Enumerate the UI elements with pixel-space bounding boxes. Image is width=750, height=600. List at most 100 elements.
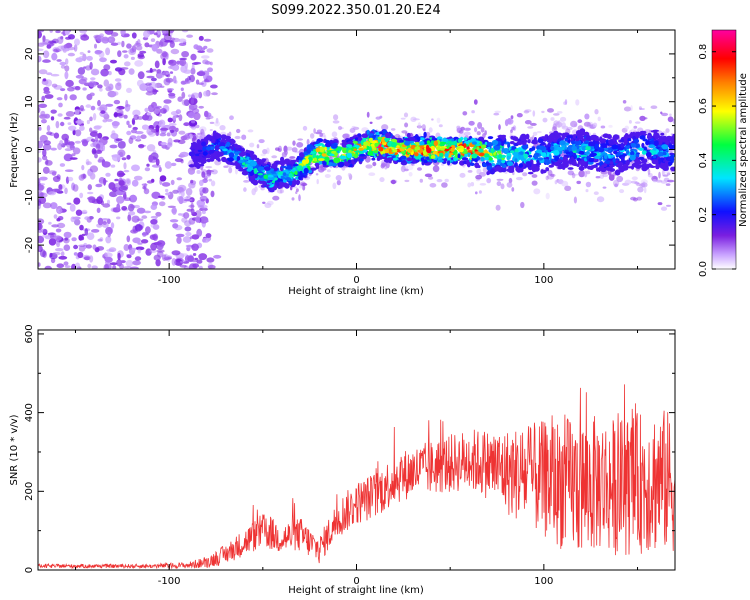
ridge-blob <box>662 135 668 140</box>
noise-blob <box>203 90 210 97</box>
noise-blob <box>78 55 88 60</box>
halo-blob <box>661 112 669 117</box>
ridge-blob <box>537 157 544 161</box>
noise-blob <box>213 254 222 259</box>
ridge-blob <box>471 153 478 159</box>
ridge-blob <box>457 148 464 153</box>
noise-blob <box>50 234 55 240</box>
halo-blob <box>290 186 293 191</box>
noise-blob <box>84 228 89 236</box>
ridge-blob <box>268 189 275 193</box>
halo-blob <box>474 127 478 133</box>
noise-blob <box>74 86 81 91</box>
noise-blob <box>72 129 76 136</box>
noise-blob <box>195 216 200 223</box>
noise-blob <box>55 120 60 129</box>
noise-blob <box>57 113 63 117</box>
noise-blob <box>94 134 99 142</box>
noise-blob <box>88 80 97 88</box>
ridge-blob <box>441 138 449 143</box>
noise-blob <box>138 144 145 149</box>
noise-blob <box>50 73 60 77</box>
ridge-blob <box>280 160 285 167</box>
noise-blob <box>99 57 107 63</box>
halo-blob <box>256 144 260 149</box>
ridge-blob <box>217 152 222 156</box>
ridge-blob <box>571 145 577 151</box>
ridge-blob <box>507 142 511 149</box>
halo-blob <box>316 129 323 133</box>
noise-blob <box>182 134 191 141</box>
noise-blob <box>106 199 111 205</box>
ridge-blob <box>486 171 490 176</box>
ridge-blob <box>536 149 542 153</box>
ridge-blob <box>653 132 660 138</box>
noise-blob <box>103 177 107 186</box>
noise-blob <box>152 88 158 95</box>
halo-blob <box>550 173 555 177</box>
halo-blob <box>636 196 642 201</box>
halo-blob <box>496 178 504 181</box>
halo-blob <box>234 135 241 140</box>
halo-blob <box>506 118 514 125</box>
halo-blob <box>665 128 670 134</box>
ridge-blob <box>520 136 527 142</box>
noise-blob <box>38 200 42 206</box>
noise-blob <box>198 35 204 41</box>
ridge-blob <box>585 135 591 141</box>
noise-blob <box>56 218 61 222</box>
halo-blob <box>622 100 627 104</box>
noise-blob <box>171 250 181 256</box>
noise-blob <box>176 236 182 244</box>
noise-blob <box>136 116 144 120</box>
ridge-blob <box>610 154 615 158</box>
halo-blob <box>640 182 648 188</box>
noise-blob <box>139 50 147 54</box>
noise-blob <box>88 195 95 203</box>
ridge-blob <box>611 144 619 150</box>
halo-blob <box>578 170 586 178</box>
noise-blob <box>142 185 146 190</box>
snr-series-line <box>38 384 675 570</box>
noise-blob <box>123 266 132 269</box>
noise-blob <box>111 121 120 127</box>
noise-blob <box>126 87 132 93</box>
noise-blob <box>121 157 127 161</box>
ridge-blob <box>420 157 425 162</box>
ridge-blob <box>202 151 208 156</box>
noise-blob <box>85 104 92 108</box>
ridge-blob <box>657 158 662 165</box>
halo-blob <box>379 177 385 183</box>
ridge-blob <box>527 154 533 158</box>
halo-blob <box>417 167 422 171</box>
noise-blob <box>65 111 75 117</box>
halo-blob <box>463 131 471 136</box>
ridge-blob <box>454 153 459 159</box>
noise-blob <box>81 164 85 171</box>
ridge-blob <box>206 146 211 151</box>
ridge-blob <box>641 142 645 149</box>
halo-blob <box>480 127 485 133</box>
noise-blob <box>168 59 177 66</box>
noise-blob <box>104 256 113 263</box>
noise-blob <box>89 165 99 173</box>
ridge-blob <box>506 168 510 172</box>
noise-blob <box>171 65 180 71</box>
ridge-blob <box>245 152 249 156</box>
ridge-blob <box>630 142 637 148</box>
noise-blob <box>210 190 215 198</box>
ridge-blob <box>585 146 591 151</box>
noise-blob <box>84 216 90 221</box>
noise-blob <box>58 255 68 260</box>
ridge-blob <box>588 157 595 163</box>
noise-blob <box>199 195 208 201</box>
noise-blob <box>183 122 190 127</box>
ridge-blob <box>296 165 303 170</box>
halo-blob <box>536 131 542 134</box>
ridge-blob <box>536 162 541 166</box>
ridge-blob <box>372 134 377 139</box>
noise-blob <box>79 105 84 111</box>
halo-blob <box>600 125 606 129</box>
ridge-blob <box>313 157 318 162</box>
noise-blob <box>169 40 175 49</box>
